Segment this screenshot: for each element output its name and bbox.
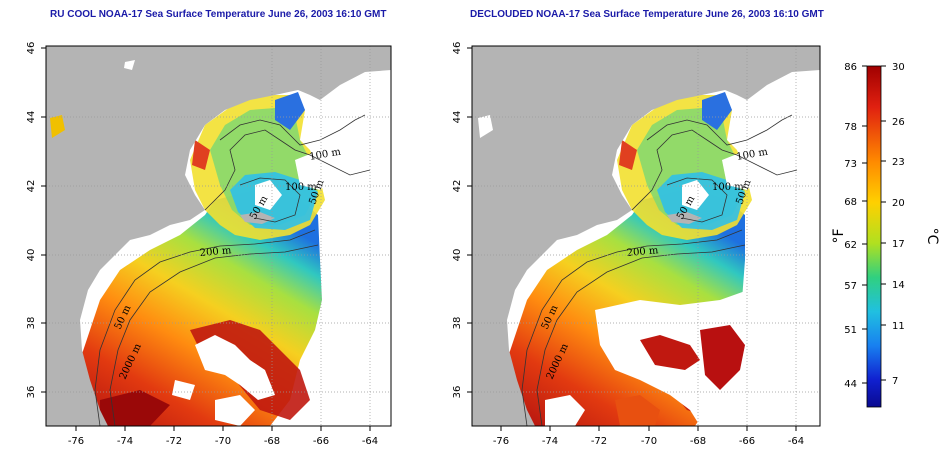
colorbar-c-tick: 17 (892, 239, 905, 250)
colorbar-f-tick: 73 (844, 159, 857, 170)
right-map-frame (471, 45, 821, 427)
colorbar-f-tick: 44 (844, 379, 857, 390)
colorbar-c-tick: 20 (892, 198, 905, 209)
colorbar-c-tick: 30 (892, 62, 905, 73)
colorbar-c-tick: 26 (892, 117, 905, 128)
right-x-axis: -76 -74 -72 -70 -68 -66 -64 (493, 426, 804, 447)
left-y-tick: 36 (26, 386, 37, 399)
left-contour-label-200m: 200 m (199, 245, 232, 259)
right-panel-title: DECLOUDED NOAA-17 Sea Surface Temperatur… (470, 9, 824, 20)
colorbar (866, 65, 882, 408)
colorbar-f-tick: 68 (844, 197, 857, 208)
left-y-tick: 46 (26, 42, 37, 55)
right-y-tick: 46 (452, 42, 463, 55)
right-x-tick: -76 (493, 436, 509, 447)
left-y-axis: 46 44 42 40 38 36 (26, 42, 46, 399)
left-x-tick: -74 (117, 436, 133, 447)
right-map: 100 m 100 m 50 m 50 m 200 m 50 m 2000 m (472, 46, 820, 426)
left-land (46, 46, 391, 426)
colorbar-c-tick: 11 (892, 321, 905, 332)
right-y-axis: 46 44 42 40 38 36 (452, 42, 472, 399)
right-x-tick: -72 (591, 436, 607, 447)
right-y-tick: 44 (452, 111, 463, 124)
left-y-tick: 42 (26, 180, 37, 193)
colorbar-f-tick: 51 (844, 325, 857, 336)
left-x-axis: -76 -74 -72 -70 -68 -66 -64 (68, 426, 378, 447)
colorbar-celsius-scale: 30 26 23 20 17 14 11 7 °C (881, 62, 940, 387)
left-y-tick: 38 (26, 317, 37, 330)
left-panel-title: RU COOL NOAA-17 Sea Surface Temperature … (50, 9, 387, 20)
right-x-tick: -66 (739, 436, 755, 447)
left-map: 100 m 100 m 50 m 50 m 200 m 50 m 2000 m (46, 46, 391, 426)
right-y-tick: 38 (452, 317, 463, 330)
colorbar-f-tick: 86 (844, 62, 857, 73)
colorbar-c-tick: 7 (892, 376, 898, 387)
right-y-tick: 40 (452, 249, 463, 262)
colorbar-f-tick: 62 (844, 240, 857, 251)
right-x-tick: -64 (788, 436, 804, 447)
colorbar-c-tick: 23 (892, 157, 905, 168)
left-x-tick: -64 (362, 436, 378, 447)
right-y-tick: 42 (452, 180, 463, 193)
left-x-tick: -68 (264, 436, 280, 447)
right-x-tick: -68 (690, 436, 706, 447)
right-land (472, 46, 820, 426)
colorbar-fahrenheit-scale: 86 78 73 68 62 57 51 44 °F (831, 62, 867, 390)
right-contour-label-100m-center: 100 m (712, 182, 744, 193)
left-x-tick: -66 (313, 436, 329, 447)
left-x-tick: -76 (68, 436, 84, 447)
right-contour-label-200m: 200 m (626, 245, 659, 259)
colorbar-celsius-unit: °C (924, 228, 940, 245)
colorbar-fahrenheit-unit: °F (831, 228, 847, 243)
colorbar-c-tick: 14 (892, 280, 905, 291)
left-contour-label-100m-center: 100 m (285, 182, 317, 193)
left-y-tick: 44 (26, 111, 37, 124)
right-y-tick: 36 (452, 386, 463, 399)
left-map-frame (45, 45, 392, 427)
left-x-tick: -72 (166, 436, 182, 447)
left-y-tick: 40 (26, 249, 37, 262)
left-x-tick: -70 (215, 436, 231, 447)
right-x-tick: -70 (641, 436, 657, 447)
colorbar-f-tick: 57 (844, 281, 857, 292)
right-x-tick: -74 (542, 436, 558, 447)
colorbar-f-tick: 78 (844, 122, 857, 133)
